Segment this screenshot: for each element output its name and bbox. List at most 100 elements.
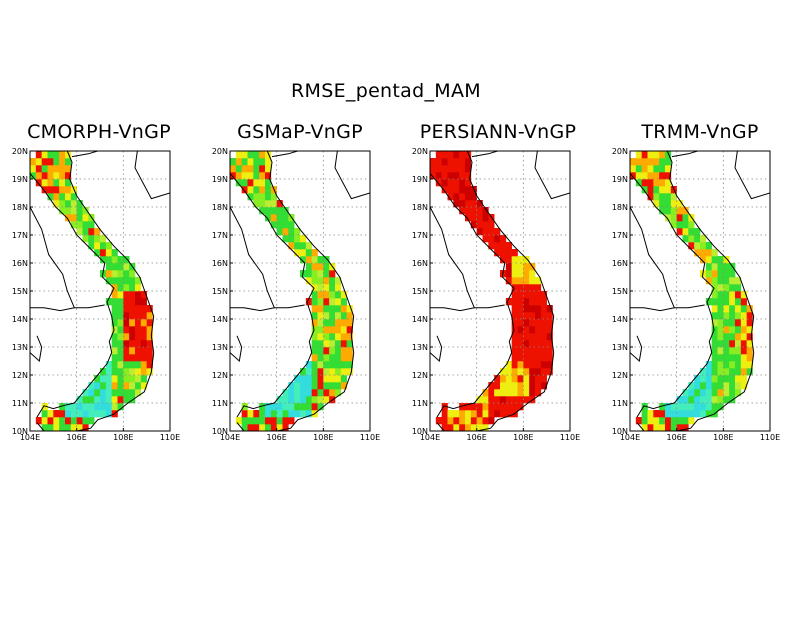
rmse-cell: [717, 354, 724, 362]
rmse-cell: [459, 417, 466, 425]
rmse-cell: [523, 347, 530, 355]
rmse-cell: [470, 193, 477, 201]
border-laos: [30, 206, 105, 309]
rmse-cell: [729, 298, 736, 306]
rmse-cell: [235, 172, 242, 180]
coastline: [230, 151, 370, 431]
coastline: [30, 151, 170, 431]
rmse-cell: [311, 312, 318, 320]
rmse-cell: [705, 375, 712, 383]
rmse-cell: [294, 382, 301, 390]
rmse-cell: [105, 270, 112, 278]
rmse-cell: [30, 172, 37, 180]
rmse-cell: [288, 228, 295, 236]
rmse-cell: [317, 333, 324, 341]
rmse-cell: [653, 200, 660, 208]
rmse-cell: [494, 410, 501, 418]
rmse-cell: [111, 284, 118, 292]
rmse-cell: [323, 389, 330, 397]
rmse-cell: [729, 389, 736, 397]
rmse-cell: [294, 403, 301, 411]
rmse-cell: [517, 284, 524, 292]
rmse-cell: [88, 389, 95, 397]
rmse-cell: [82, 410, 89, 418]
rmse-cell: [76, 200, 83, 208]
rmse-cell: [305, 361, 312, 369]
rmse-cell: [694, 396, 701, 404]
rmse-cell: [276, 228, 283, 236]
hainan-coast: [534, 151, 570, 200]
figure-title: RMSE_pentad_MAM: [291, 80, 481, 102]
rmse-cell: [641, 165, 648, 173]
lat-tick-label: 18N: [12, 203, 28, 212]
rmse-cell: [111, 389, 118, 397]
rmse-cell: [311, 319, 318, 327]
rmse-cell: [346, 312, 353, 320]
rmse-cell: [435, 151, 442, 159]
rmse-cell: [253, 424, 260, 431]
rmse-cell: [111, 396, 118, 404]
rmse-cell: [346, 361, 353, 369]
rmse-cell: [340, 291, 347, 299]
rmse-cell: [717, 361, 724, 369]
rmse-cell: [670, 200, 677, 208]
rmse-cell: [88, 221, 95, 229]
rmse-cell: [735, 389, 742, 397]
rmse-cell: [665, 165, 672, 173]
rmse-cell: [717, 277, 724, 285]
lon-tick-label: 110E: [760, 433, 780, 442]
rmse-cell: [546, 312, 553, 320]
rmse-cell: [300, 382, 307, 390]
rmse-cell: [723, 298, 730, 306]
rmse-cell: [94, 242, 101, 250]
rmse-cell: [294, 242, 301, 250]
rmse-cell: [94, 235, 101, 243]
rmse-cell: [441, 179, 448, 187]
rmse-cell: [282, 396, 289, 404]
rmse-cell: [740, 368, 747, 376]
rmse-cell: [540, 326, 547, 334]
rmse-cell: [511, 284, 518, 292]
rmse-cell: [111, 256, 118, 264]
rmse-cell: [511, 403, 518, 411]
rmse-cell: [676, 207, 683, 215]
rmse-cell: [317, 256, 324, 264]
tonle-sap: [230, 335, 243, 362]
rmse-cell: [517, 277, 524, 285]
rmse-cell: [688, 410, 695, 418]
rmse-cell: [59, 179, 66, 187]
lon-tick-label: 106E: [67, 433, 87, 442]
rmse-cell: [41, 186, 48, 194]
rmse-cell: [276, 214, 283, 222]
rmse-cell: [340, 361, 347, 369]
rmse-cell: [276, 207, 283, 215]
rmse-cell: [30, 158, 37, 166]
rmse-cell: [494, 389, 501, 397]
rmse-cell: [659, 179, 666, 187]
rmse-cell: [76, 207, 83, 215]
rmse-cell: [453, 179, 460, 187]
rmse-cell: [641, 158, 648, 166]
rmse-cell: [140, 298, 147, 306]
rmse-cell: [253, 417, 260, 425]
rmse-cell: [694, 389, 701, 397]
rmse-cell: [305, 389, 312, 397]
rmse-cell: [335, 361, 342, 369]
rmse-cell: [305, 263, 312, 271]
rmse-cell: [517, 256, 524, 264]
rmse-cell: [270, 214, 277, 222]
rmse-cell: [711, 305, 718, 313]
rmse-cell: [740, 347, 747, 355]
rmse-cell: [705, 382, 712, 390]
rmse-cell: [117, 396, 124, 404]
rmse-cell: [70, 410, 77, 418]
rmse-cell: [465, 424, 472, 431]
rmse-cell: [517, 368, 524, 376]
rmse-cell: [653, 410, 660, 418]
rmse-cell: [711, 270, 718, 278]
rmse-cell: [465, 200, 472, 208]
rmse-cell: [459, 151, 466, 159]
rmse-cell: [688, 235, 695, 243]
rmse-cell: [88, 235, 95, 243]
rmse-cell: [305, 256, 312, 264]
